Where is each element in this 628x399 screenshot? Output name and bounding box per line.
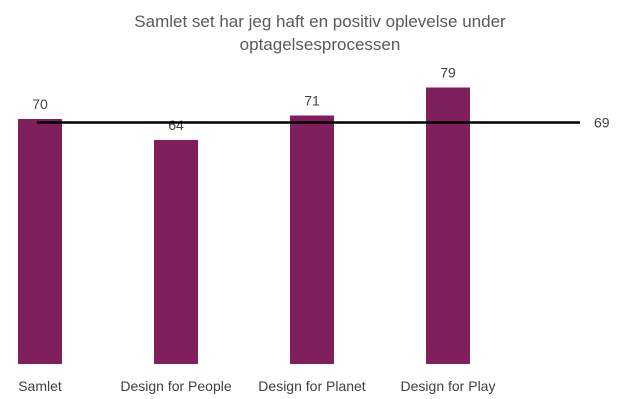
data-label-3: 71 <box>304 93 320 109</box>
bar-3 <box>290 115 334 364</box>
reference-line-group: 69 <box>37 115 610 131</box>
bars-group <box>18 87 470 364</box>
bar-4 <box>426 87 470 364</box>
data-label-4: 79 <box>440 65 456 81</box>
reference-line-label: 69 <box>594 115 610 131</box>
chart-title: Samlet set har jeg haft en positiv oplev… <box>134 12 506 54</box>
bar-1 <box>18 119 62 364</box>
category-label-3: Design for Planet <box>258 378 366 394</box>
category-label-2: Design for People <box>120 378 232 394</box>
data-label-1: 70 <box>32 96 48 112</box>
bar-2 <box>154 140 198 364</box>
value-labels-group: 70 64 71 79 <box>32 65 456 134</box>
category-label-4: Design for Play <box>401 378 496 394</box>
category-label-1: Samlet <box>18 378 62 394</box>
data-label-2: 64 <box>168 117 184 133</box>
category-labels-group: Samlet Design for People Design for Planet… <box>18 378 495 394</box>
